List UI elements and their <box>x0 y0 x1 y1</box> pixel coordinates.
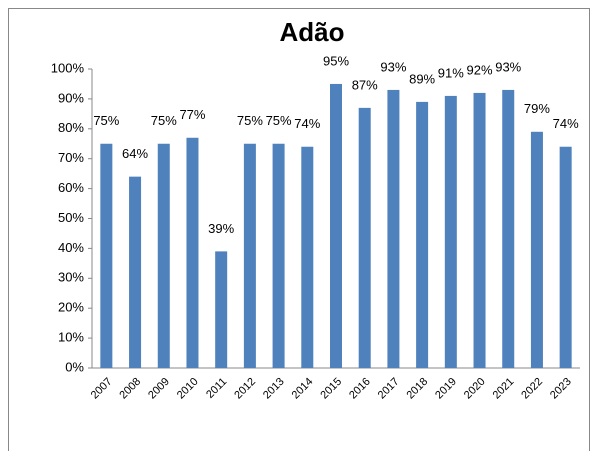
x-tick-label: 2007 <box>89 376 115 402</box>
bar <box>215 251 228 368</box>
data-label: 75% <box>93 113 119 128</box>
bar <box>330 83 342 368</box>
bar <box>186 137 199 368</box>
x-tick-label: 2020 <box>462 376 488 402</box>
x-tick-label: 2009 <box>146 376 172 402</box>
x-tick-label: 2014 <box>290 376 316 402</box>
bar <box>243 143 256 368</box>
data-label: 75% <box>151 113 177 128</box>
y-tick-label: 50% <box>58 210 84 225</box>
data-label: 91% <box>438 65 464 80</box>
bar <box>272 143 285 368</box>
x-tick-label: 2023 <box>548 376 574 402</box>
bar <box>358 107 371 369</box>
data-label: 93% <box>495 59 521 74</box>
data-label: 64% <box>122 146 148 161</box>
bar <box>559 146 572 368</box>
data-label: 74% <box>553 116 579 131</box>
x-tick-label: 2011 <box>204 376 229 401</box>
x-tick-label: 2010 <box>175 376 201 402</box>
x-tick-label: 2017 <box>376 376 402 402</box>
y-tick-label: 100% <box>51 60 85 75</box>
bar <box>301 146 314 368</box>
data-label: 95% <box>323 53 349 68</box>
x-tick-label: 2018 <box>404 376 430 402</box>
bar <box>530 131 543 368</box>
x-tick-label: 2016 <box>347 376 373 402</box>
bar <box>416 101 429 368</box>
chart-border <box>8 8 590 451</box>
bar <box>157 143 170 368</box>
y-tick-label: 0% <box>65 359 84 374</box>
chart-title: Adão <box>280 17 345 47</box>
data-label: 74% <box>294 116 320 131</box>
y-tick-label: 80% <box>58 120 84 135</box>
x-tick-label: 2013 <box>261 376 287 402</box>
bar <box>100 143 113 368</box>
data-label: 79% <box>524 101 550 116</box>
x-tick-label: 2021 <box>491 376 517 402</box>
y-tick-label: 30% <box>58 270 84 285</box>
data-label: 75% <box>266 113 292 128</box>
x-tick-label: 2012 <box>232 376 258 402</box>
data-label: 89% <box>409 71 435 86</box>
x-tick-label: 2022 <box>519 376 545 402</box>
y-tick-label: 40% <box>58 240 84 255</box>
bar <box>473 92 486 369</box>
y-tick-label: 90% <box>58 90 84 105</box>
y-tick-label: 10% <box>58 330 84 345</box>
data-label: 39% <box>208 221 234 236</box>
bar <box>387 89 400 369</box>
data-label: 75% <box>237 113 263 128</box>
y-tick-label: 60% <box>58 180 84 195</box>
data-label: 87% <box>352 77 378 92</box>
x-tick-label: 2019 <box>433 376 459 402</box>
data-label: 77% <box>179 107 205 122</box>
bar <box>129 176 142 368</box>
data-label: 92% <box>467 62 493 77</box>
bar <box>444 95 457 368</box>
y-tick-label: 70% <box>58 150 84 165</box>
bar <box>502 89 515 369</box>
data-label: 93% <box>380 59 406 74</box>
x-tick-label: 2015 <box>318 376 344 402</box>
y-tick-label: 20% <box>58 300 84 315</box>
x-tick-label: 2008 <box>117 376 143 402</box>
